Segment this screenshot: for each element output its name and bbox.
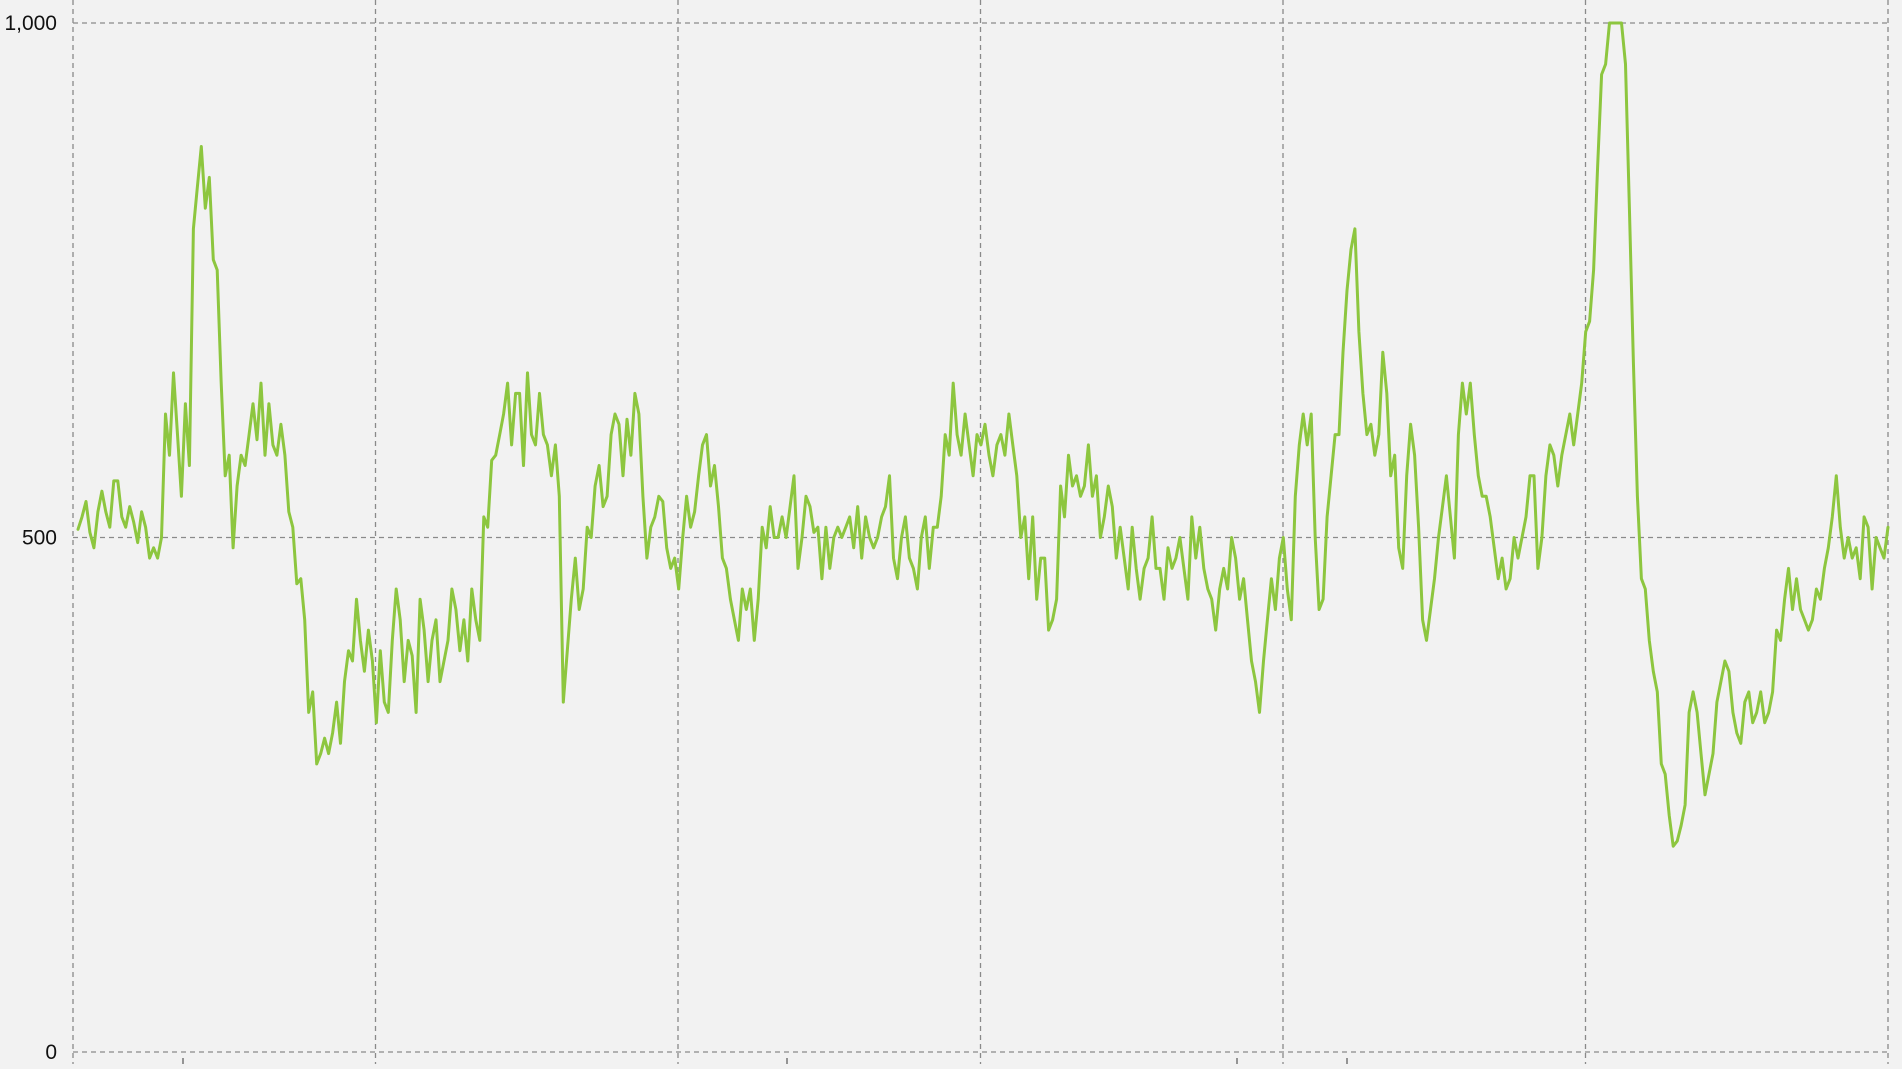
- y-tick-labels: 1,000 500 0: [4, 12, 57, 1064]
- grid-layer: [72, 0, 1889, 1064]
- y-tick-label: 1,000: [4, 12, 57, 35]
- series-layer: [76, 21, 1890, 848]
- y-tick-label: 500: [22, 527, 57, 550]
- y-tick-label: 0: [45, 1041, 57, 1064]
- x-tick-marks: [182, 1058, 1348, 1064]
- series-line: [76, 21, 1890, 848]
